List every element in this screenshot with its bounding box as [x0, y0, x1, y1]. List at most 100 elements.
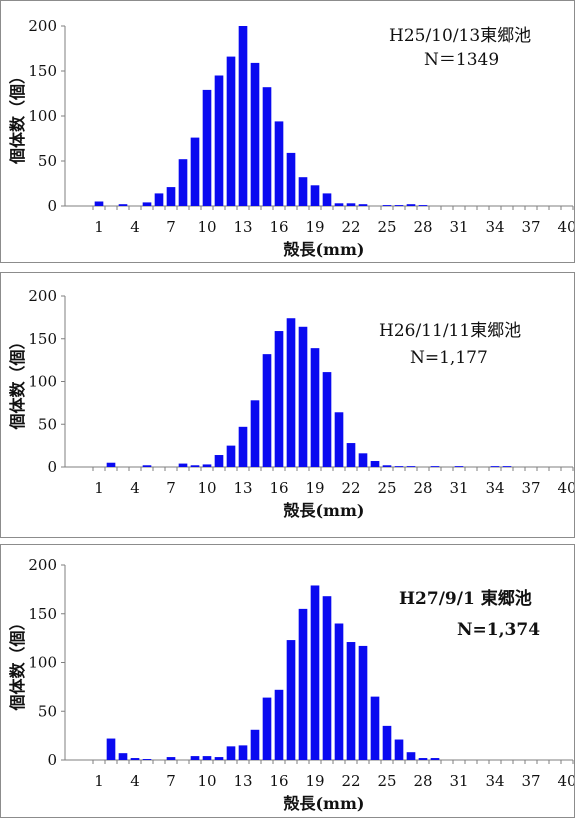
y-tick-label: 0 [47, 197, 57, 215]
histogram-bar [310, 585, 320, 760]
histogram-bar [226, 746, 236, 760]
chart-annotation-sample-size: N=1,374 [457, 620, 541, 640]
histogram-bar [262, 87, 272, 206]
histogram-bar [190, 465, 200, 467]
x-tick-label: 22 [341, 479, 360, 497]
x-tick-label: 13 [233, 218, 252, 236]
histogram-bar [274, 121, 284, 206]
histogram-bar [178, 159, 188, 206]
histogram-bar [94, 201, 104, 206]
histogram-chart: 0 50 100 150 200 1 4 7 10 13 16 19 22 25 28 31 34 37 40 殻長(… [8, 287, 575, 520]
histogram-bar [238, 426, 248, 467]
x-tick-label: 34 [485, 218, 504, 236]
x-tick-label: 40 [557, 218, 575, 236]
x-tick-label: 22 [341, 218, 360, 236]
histogram-bar [454, 466, 464, 467]
histogram-bar [238, 745, 248, 760]
histogram-bar [166, 187, 176, 206]
histogram-chart: 0 50 100 150 200 1 4 7 10 13 16 19 22 25 28 31 34 37 40 殻長(… [8, 17, 575, 259]
histogram-bar [334, 623, 344, 760]
y-tick-label: 0 [47, 751, 57, 769]
chart-annotation-sample-size: N=1,177 [410, 348, 488, 368]
histogram-bar [274, 689, 284, 760]
histogram-bar [382, 205, 392, 206]
histogram-bar [406, 752, 416, 760]
histogram-bar [394, 739, 404, 760]
x-axis-title: 殻長(mm) [283, 794, 364, 813]
histogram-bar [430, 758, 440, 760]
histogram-bar [502, 466, 512, 467]
x-tick-label: 25 [377, 218, 396, 236]
histogram-bar [418, 205, 428, 206]
chart-annotation-date-location: H25/10/13東郷池 [389, 26, 532, 46]
y-tick-label: 150 [28, 62, 57, 80]
histogram-bar [250, 729, 260, 760]
x-tick-label: 10 [197, 218, 216, 236]
histogram-bar [310, 185, 320, 206]
histogram-bar [358, 204, 368, 206]
x-axis-title: 殻長(mm) [283, 501, 364, 520]
histogram-bar [142, 759, 152, 760]
histogram-bar [142, 465, 152, 467]
x-tick-label: 25 [377, 772, 396, 790]
histogram-bar [394, 205, 404, 206]
histogram-bar [334, 412, 344, 467]
histogram-bar [370, 696, 380, 760]
x-tick-label: 22 [341, 772, 360, 790]
x-axis-title: 殻長(mm) [283, 240, 364, 259]
histogram-bar [406, 466, 416, 467]
x-tick-label: 10 [197, 772, 216, 790]
x-tick-label: 7 [166, 218, 176, 236]
x-tick-label: 34 [485, 479, 504, 497]
x-tick-label: 28 [413, 218, 432, 236]
x-tick-label: 31 [449, 218, 468, 236]
histogram-bar [286, 640, 296, 760]
x-tick-label: 4 [130, 479, 140, 497]
histogram-bar [358, 645, 368, 760]
y-axis-title: 個体数（個） [8, 68, 27, 165]
histogram-bar [178, 463, 188, 467]
histogram-bar [118, 204, 128, 206]
x-tick-label: 19 [305, 772, 324, 790]
x-tick-label: 31 [449, 479, 468, 497]
x-tick-label: 1 [94, 479, 104, 497]
y-tick-label: 100 [28, 107, 57, 125]
histogram-bar [142, 202, 152, 206]
x-tick-label: 25 [377, 479, 396, 497]
histogram-bar [106, 738, 116, 760]
histogram-bar [394, 466, 404, 467]
histogram-bar [322, 372, 332, 467]
histogram-bar [382, 725, 392, 760]
histogram-bar [334, 203, 344, 206]
histogram-bar [202, 89, 212, 206]
y-tick-label: 100 [28, 654, 57, 672]
histogram-chart: 0 50 100 150 200 1 4 7 10 13 16 19 22 25 28 31 34 37 40 殻長(… [8, 556, 574, 813]
histogram-bar [382, 465, 392, 467]
y-axis-title: 個体数（個） [8, 614, 27, 711]
x-tick-label: 19 [305, 218, 324, 236]
histogram-bar [430, 466, 440, 467]
histogram-bar [286, 318, 296, 467]
y-tick-label: 200 [28, 287, 57, 305]
x-tick-label: 31 [449, 772, 468, 790]
x-tick-label: 7 [166, 772, 176, 790]
histogram-bar [226, 56, 236, 206]
histogram-bar [286, 152, 296, 206]
histogram-bar [154, 193, 164, 206]
x-tick-label: 1 [94, 772, 104, 790]
y-tick-label: 100 [28, 373, 57, 391]
y-tick-label: 150 [28, 330, 57, 348]
x-tick-label: 10 [197, 479, 216, 497]
x-tick-label: 37 [521, 772, 540, 790]
x-tick-label: 4 [130, 772, 140, 790]
x-tick-label: 28 [413, 772, 432, 790]
histogram-bar [214, 455, 224, 467]
y-axis-title: 個体数（個） [8, 333, 27, 430]
x-tick-label: 4 [130, 218, 140, 236]
histogram-bar [262, 354, 272, 467]
x-tick-label: 40 [557, 479, 575, 497]
histogram-bar [190, 137, 200, 206]
histogram-panel-2015: 0 50 100 150 200 1 4 7 10 13 16 19 22 25 28 31 34 37 40 殻長(… [0, 544, 575, 818]
histogram-bar [250, 400, 260, 467]
chart-annotation-date-location: H27/9/1 東郷池 [399, 589, 532, 609]
